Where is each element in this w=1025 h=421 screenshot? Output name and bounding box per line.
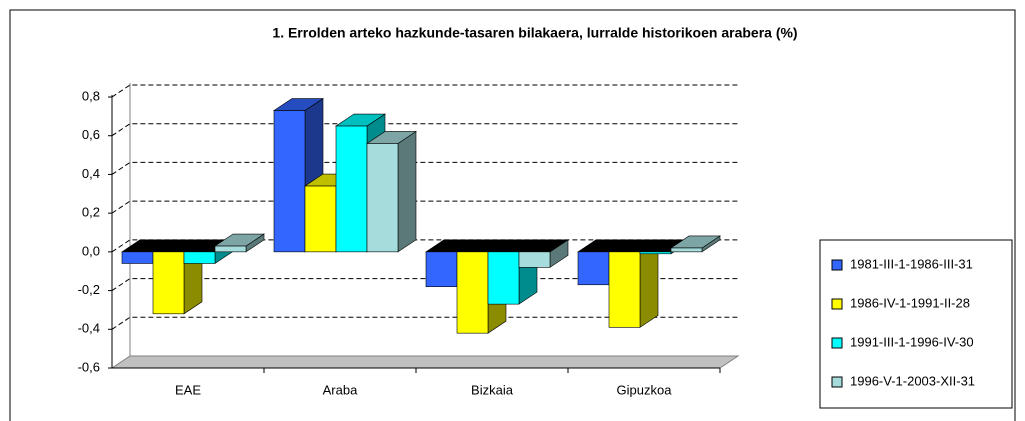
x-tick-label: Araba bbox=[323, 382, 358, 397]
x-tick-label: Bizkaia bbox=[471, 382, 514, 397]
bar-front bbox=[121, 251, 154, 264]
legend-swatch bbox=[831, 259, 843, 271]
legend-label: 1996-V-1-2003-XII-31 bbox=[850, 373, 975, 388]
bar-front bbox=[183, 251, 216, 264]
bar-front bbox=[152, 251, 185, 315]
y-tick-label: -0,6 bbox=[78, 359, 100, 374]
bar-front bbox=[608, 251, 641, 328]
bar-front bbox=[335, 125, 368, 253]
bar-front bbox=[639, 251, 672, 255]
bar-front bbox=[273, 110, 306, 253]
legend-label: 1991-III-1-1996-IV-30 bbox=[850, 334, 974, 349]
bar-front bbox=[214, 245, 247, 253]
legend-label: 1986-IV-1-1991-II-28 bbox=[850, 295, 970, 310]
bar bbox=[214, 233, 265, 253]
grid-line bbox=[111, 123, 738, 137]
bar-front bbox=[456, 251, 489, 334]
chart-border bbox=[9, 9, 1016, 421]
legend-label: 1981-III-1-1986-III-31 bbox=[850, 256, 973, 271]
bar-front bbox=[518, 251, 551, 268]
legend-swatch bbox=[831, 298, 843, 310]
y-tick-label: -0,2 bbox=[78, 282, 100, 297]
legend-swatch bbox=[831, 376, 843, 388]
grid-line bbox=[111, 84, 738, 98]
y-tick-label: 0,6 bbox=[82, 127, 100, 142]
bar bbox=[366, 130, 417, 253]
legend bbox=[819, 239, 1013, 409]
grid-line bbox=[111, 200, 738, 214]
chart-title: 1. Errolden arteko hazkunde-tasaren bila… bbox=[272, 25, 797, 41]
y-tick-label: -0,4 bbox=[78, 321, 100, 336]
floor bbox=[110, 355, 740, 369]
bar-front bbox=[670, 247, 703, 253]
bar-front bbox=[425, 251, 458, 288]
bar-side bbox=[397, 130, 417, 253]
legend-swatch bbox=[831, 337, 843, 349]
grid-line bbox=[111, 316, 738, 330]
grid-line bbox=[111, 161, 738, 175]
y-tick-label: 0,0 bbox=[82, 243, 100, 258]
x-tick-label: Gipuzkoa bbox=[617, 382, 673, 397]
bar-front bbox=[577, 251, 610, 286]
bar-front bbox=[487, 251, 520, 305]
y-tick-label: 0,8 bbox=[82, 88, 100, 103]
y-tick-label: 0,4 bbox=[82, 166, 100, 181]
y-tick-label: 0,2 bbox=[82, 205, 100, 220]
bar bbox=[518, 239, 569, 268]
bar-front bbox=[366, 143, 399, 253]
x-tick-label: EAE bbox=[175, 382, 201, 397]
bar bbox=[670, 235, 721, 253]
bar-front bbox=[304, 185, 337, 253]
